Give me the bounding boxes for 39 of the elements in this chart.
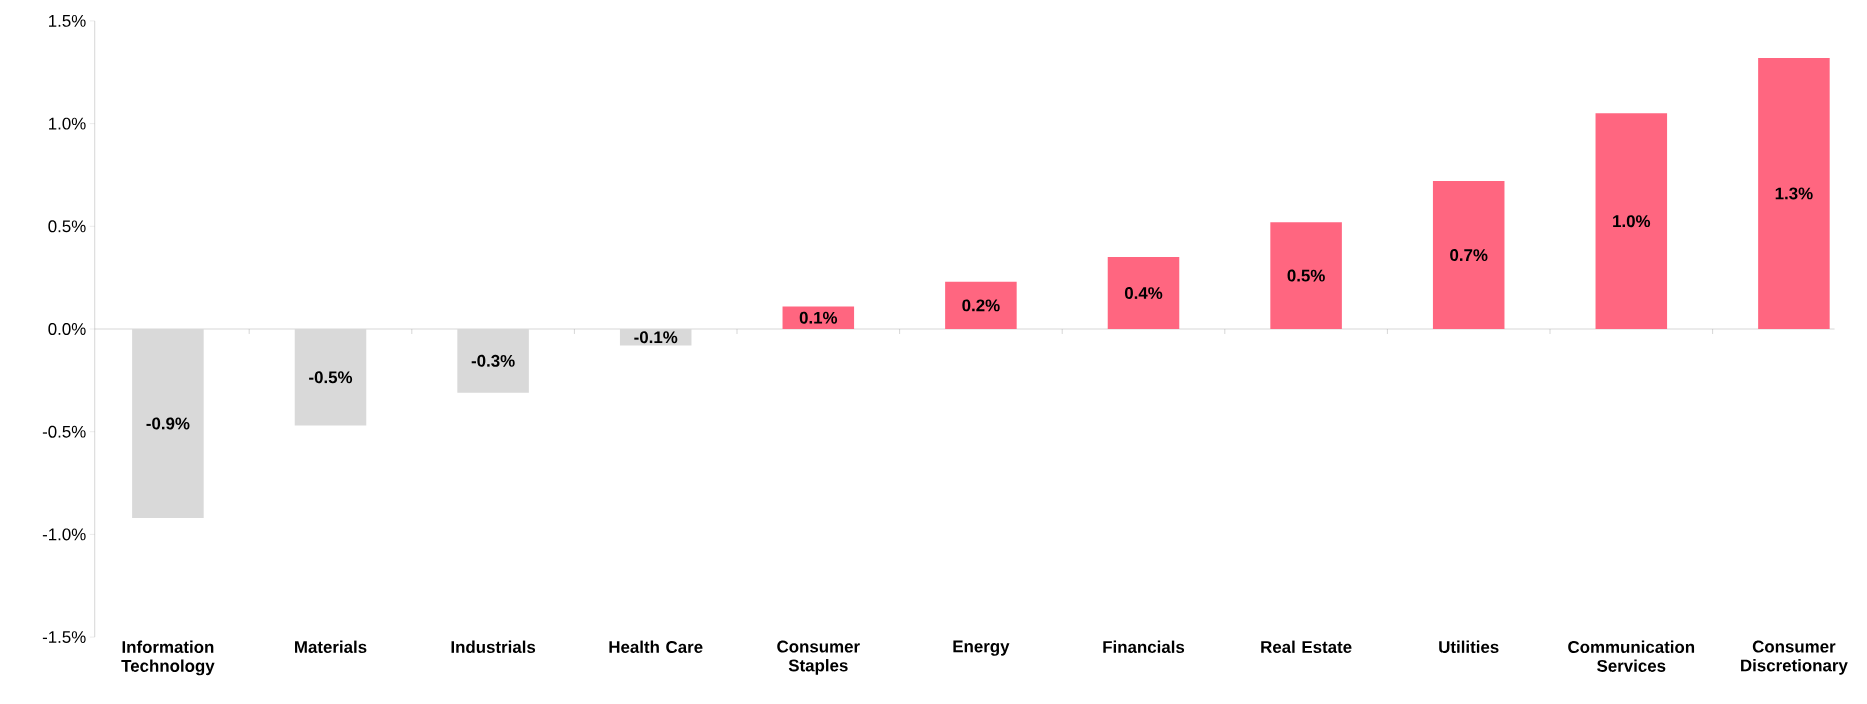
x-tick-label: Energy (953, 640, 1010, 656)
y-tick-label: 1.5% (49, 15, 86, 27)
bar (1595, 113, 1668, 330)
x-tick-label: Utilities (1439, 640, 1499, 654)
y-tick-label: 0.5% (48, 220, 86, 233)
x-tick-label: Consumer Staples (777, 640, 860, 675)
data-label: 0.4% (1124, 287, 1163, 300)
data-label: 1.3% (1775, 187, 1813, 200)
y-tick-label: 0.0% (48, 323, 86, 336)
bar (945, 281, 1017, 330)
bar (1758, 57, 1830, 330)
data-label: 0.2% (962, 299, 1000, 312)
y-tick-label: -1.5% (42, 631, 86, 644)
y-tick-label: -1.0% (42, 528, 86, 541)
bar (1107, 257, 1180, 330)
data-label: 0.1% (799, 311, 838, 324)
y-tick-label: -0.5% (42, 425, 86, 438)
x-tick-label: Industrials (451, 640, 536, 654)
data-label: -0.1% (634, 331, 678, 344)
data-label: 1.0% (1613, 215, 1651, 228)
bar (1270, 222, 1342, 330)
x-tick-label: Information Technology (121, 640, 215, 676)
data-label: 0.7% (1450, 249, 1488, 262)
x-tick-label: Health Care (609, 640, 703, 654)
data-label: 0.5% (1287, 269, 1325, 282)
x-tick-label: Materials (295, 640, 367, 654)
x-tick-label: Financials (1103, 640, 1185, 654)
data-label: -0.5% (309, 371, 353, 384)
bar (132, 329, 204, 519)
bar (782, 306, 855, 330)
x-tick-label: Communication Services (1568, 640, 1695, 672)
data-label: -0.3% (471, 354, 515, 367)
bar (1432, 181, 1505, 330)
y-tick-label: 1.0% (49, 117, 86, 130)
bar (294, 329, 367, 426)
data-label: -0.9% (146, 417, 190, 430)
x-tick-label: Real Estate (1261, 640, 1352, 654)
x-tick-label: Consumer Discretionary (1741, 640, 1848, 675)
bar (457, 329, 529, 393)
